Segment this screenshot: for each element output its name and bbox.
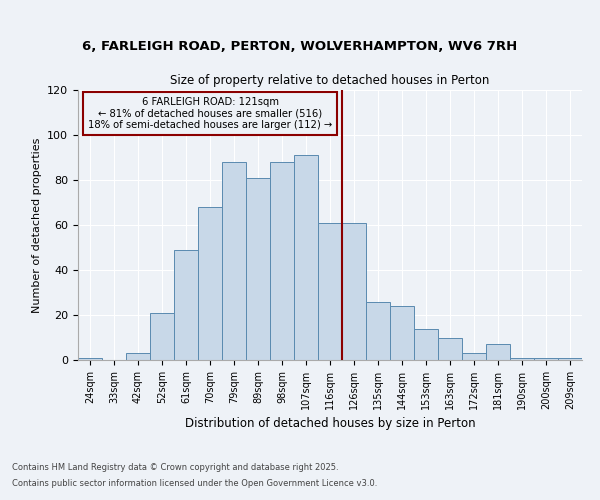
Bar — [534, 358, 558, 360]
Bar — [390, 306, 414, 360]
Bar — [510, 358, 534, 360]
Y-axis label: Number of detached properties: Number of detached properties — [32, 138, 41, 312]
Bar — [462, 353, 486, 360]
Text: Contains HM Land Registry data © Crown copyright and database right 2025.: Contains HM Land Registry data © Crown c… — [12, 464, 338, 472]
Bar — [318, 223, 342, 360]
Bar — [126, 353, 150, 360]
Bar — [414, 328, 438, 360]
Bar — [294, 155, 318, 360]
Bar — [270, 162, 294, 360]
Bar — [342, 223, 366, 360]
Bar — [78, 358, 102, 360]
Title: Size of property relative to detached houses in Perton: Size of property relative to detached ho… — [170, 74, 490, 88]
X-axis label: Distribution of detached houses by size in Perton: Distribution of detached houses by size … — [185, 418, 475, 430]
Bar — [366, 302, 390, 360]
Bar — [558, 358, 582, 360]
Text: 6 FARLEIGH ROAD: 121sqm
← 81% of detached houses are smaller (516)
18% of semi-d: 6 FARLEIGH ROAD: 121sqm ← 81% of detache… — [88, 97, 332, 130]
Bar — [246, 178, 270, 360]
Bar — [438, 338, 462, 360]
Bar — [486, 344, 510, 360]
Bar — [174, 250, 198, 360]
Text: Contains public sector information licensed under the Open Government Licence v3: Contains public sector information licen… — [12, 478, 377, 488]
Bar — [150, 313, 174, 360]
Text: 6, FARLEIGH ROAD, PERTON, WOLVERHAMPTON, WV6 7RH: 6, FARLEIGH ROAD, PERTON, WOLVERHAMPTON,… — [82, 40, 518, 52]
Bar — [222, 162, 246, 360]
Bar — [198, 207, 222, 360]
